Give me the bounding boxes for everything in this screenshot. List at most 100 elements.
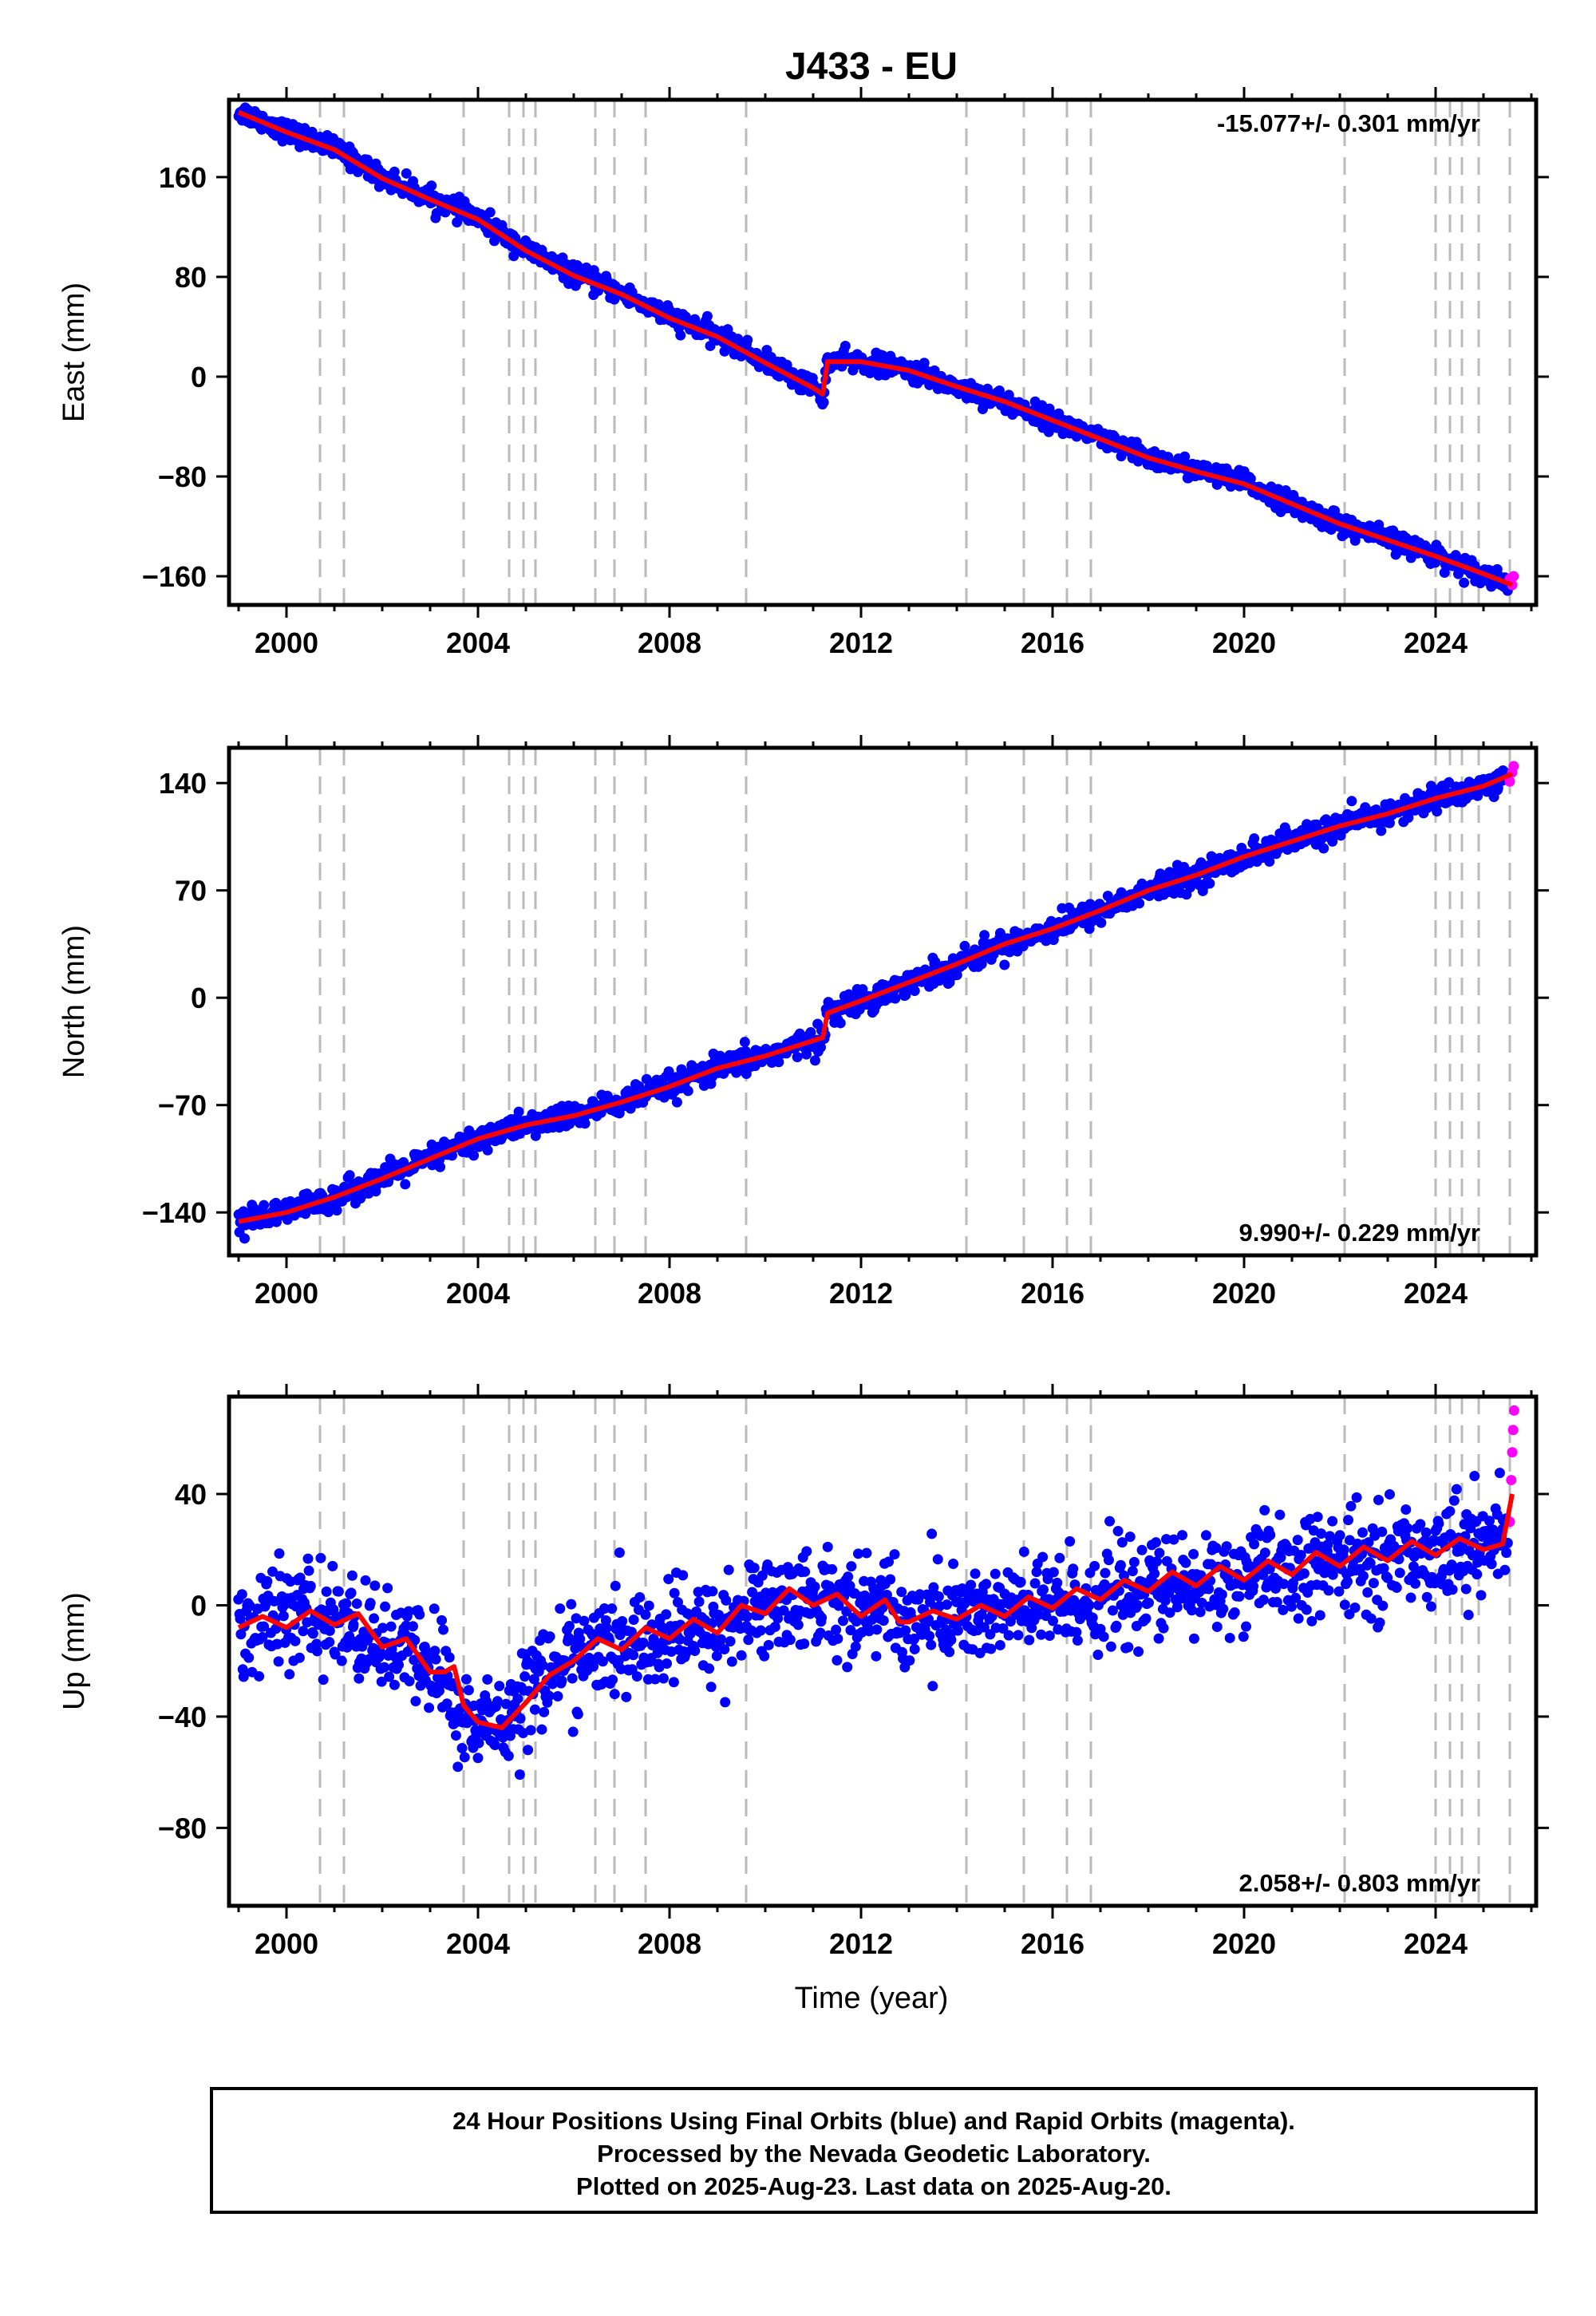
final-orbit-point (602, 1090, 613, 1101)
final-orbit-point (328, 1604, 339, 1615)
final-orbit-point (330, 1649, 341, 1660)
final-orbit-point (926, 1639, 937, 1650)
final-orbit-point (407, 1621, 418, 1632)
final-orbit-point (236, 1589, 247, 1600)
final-orbit-point (1324, 1531, 1335, 1542)
final-orbit-point (818, 397, 829, 408)
final-orbit-point (1295, 1549, 1306, 1560)
final-orbit-point (1501, 1547, 1512, 1559)
final-orbit-point (831, 1624, 842, 1635)
x-axis-label: Time (year) (795, 1982, 949, 2015)
final-orbit-point (1003, 1630, 1014, 1641)
final-orbit-point (513, 1106, 524, 1117)
final-orbit-point (743, 1634, 754, 1646)
final-orbit-point (1161, 1534, 1172, 1545)
final-orbit-point (1334, 1530, 1345, 1541)
final-orbit-point (600, 1615, 611, 1626)
final-orbit-point (1238, 1631, 1249, 1642)
final-orbit-point (1029, 1578, 1041, 1589)
final-orbit-point (889, 1549, 900, 1560)
final-orbit-point (1054, 1552, 1065, 1563)
final-orbit-point (1432, 806, 1443, 817)
final-orbit-point (1164, 1607, 1175, 1618)
final-orbit-point (944, 1646, 955, 1658)
final-orbit-point (1494, 1468, 1505, 1479)
y-tick-label: −140 (142, 1196, 207, 1229)
final-orbit-point (607, 1674, 618, 1686)
final-orbit-point (503, 1750, 514, 1761)
final-orbit-point (530, 1130, 541, 1141)
final-orbit-point (414, 1609, 425, 1620)
final-orbit-point (1047, 1615, 1058, 1626)
final-orbit-point (863, 1626, 875, 1637)
final-orbit-point (426, 180, 437, 192)
final-orbit-point (519, 1671, 531, 1682)
final-orbit-point (257, 1631, 268, 1642)
final-orbit-point (816, 1612, 828, 1623)
final-orbit-point (736, 1650, 747, 1661)
final-orbit-point (1322, 1539, 1333, 1550)
final-orbit-point (784, 1634, 796, 1646)
final-orbit-point (523, 1745, 534, 1756)
final-orbit-point (1249, 1539, 1260, 1550)
y-axis-label: Up (mm) (57, 1592, 91, 1710)
final-orbit-point (385, 1621, 397, 1632)
final-orbit-point (514, 1769, 525, 1780)
final-orbit-point (979, 930, 990, 941)
footer-line-3: Plotted on 2025-Aug-23. Last data on 202… (576, 2172, 1171, 2200)
final-orbit-point (1089, 1560, 1100, 1571)
final-orbit-point (957, 1583, 968, 1595)
final-orbit-point (1271, 1597, 1282, 1608)
final-orbit-point (1052, 1577, 1063, 1588)
final-orbit-point (909, 986, 920, 997)
final-orbit-point (389, 166, 400, 177)
final-orbit-point (850, 1641, 861, 1652)
final-orbit-point (1116, 1537, 1128, 1548)
final-orbit-point (721, 1595, 732, 1606)
plot-frame (227, 97, 1539, 607)
final-orbit-point (377, 1622, 389, 1634)
y-axis-label: North (mm) (57, 925, 91, 1078)
final-orbit-point (900, 990, 911, 1001)
y-tick-label: 160 (159, 161, 207, 194)
x-tick-label: 2020 (1212, 626, 1276, 659)
final-orbit-point (1476, 1590, 1487, 1601)
final-orbit-point (277, 136, 288, 147)
final-orbit-point (904, 1655, 915, 1666)
final-orbit-point (1188, 1633, 1199, 1644)
final-orbit-point (1421, 1591, 1432, 1603)
final-orbit-point (617, 1615, 628, 1626)
final-orbit-point (346, 1570, 358, 1581)
plot-frame (227, 1394, 1539, 1908)
final-orbit-point (1115, 1559, 1126, 1571)
final-orbit-point (946, 1634, 957, 1646)
final-orbit-point (1403, 812, 1414, 824)
final-orbit-point (978, 1622, 990, 1633)
plot-area (233, 761, 1519, 1244)
final-orbit-point (333, 1586, 344, 1597)
final-orbit-point (555, 1603, 566, 1614)
final-orbit-point (348, 1619, 359, 1630)
final-orbit-point (846, 1561, 857, 1572)
final-orbit-point (606, 1603, 618, 1614)
final-orbit-point (1377, 1600, 1389, 1611)
final-orbit-point (389, 1679, 400, 1690)
final-orbit-point (1177, 1530, 1188, 1541)
final-orbit-point (792, 1051, 803, 1062)
final-orbit-point (1180, 1557, 1191, 1568)
final-orbit-point (1405, 1592, 1416, 1603)
final-orbit-point (1391, 1582, 1402, 1593)
final-orbit-point (1258, 1569, 1269, 1580)
final-orbit-point (689, 1645, 701, 1656)
final-orbit-point (759, 1650, 770, 1662)
final-orbit-point (932, 1554, 943, 1565)
final-orbit-point (1229, 1607, 1240, 1618)
final-orbit-point (1015, 1576, 1026, 1587)
final-orbit-point (970, 1568, 981, 1579)
rapid-orbit-point (1507, 1425, 1519, 1436)
final-orbit-point (429, 1646, 440, 1657)
plot-area (233, 1405, 1519, 1780)
y-tick-label: 0 (191, 982, 207, 1014)
final-orbit-point (942, 1599, 953, 1611)
final-orbit-point (1377, 1526, 1388, 1537)
